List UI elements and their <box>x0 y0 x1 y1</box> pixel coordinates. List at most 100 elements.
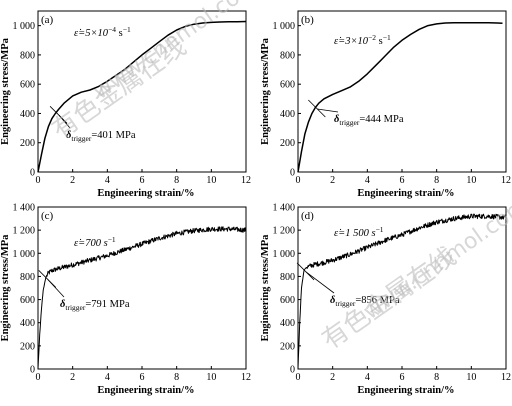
x-tick-label: 4 <box>365 175 370 186</box>
y-tick-label: 800 <box>20 272 35 283</box>
trigger-leader-line <box>317 108 339 113</box>
y-tick-label: 1 000 <box>13 249 36 260</box>
strain-rate-label: ε̇=700 s−1 <box>74 235 116 249</box>
x-tick-label: 8 <box>434 372 439 383</box>
strain-rate-exponent: −2 <box>368 33 376 42</box>
y-tick-label: 400 <box>20 109 35 120</box>
strain-rate-exponent: −4 <box>108 25 116 34</box>
x-tick-label: 4 <box>365 372 370 383</box>
trigger-symbol: δ <box>60 299 66 310</box>
panel-label: (b) <box>301 14 314 26</box>
y-tick-label: 1 400 <box>273 203 296 214</box>
y-axis-label: Engineering stress/MPa <box>260 37 271 145</box>
strain-rate-label: ε̇=1 500 s−1 <box>334 225 384 239</box>
y-tick-label: 1 400 <box>13 203 36 214</box>
strain-rate-base: ε̇=1 500 s <box>334 228 376 239</box>
strain-rate-unit-exponent: −1 <box>383 33 391 42</box>
stress-strain-curve <box>297 21 503 173</box>
x-tick-label: 8 <box>174 175 179 186</box>
x-tick-label: 10 <box>206 175 216 186</box>
strain-rate-unit-exponent: −1 <box>123 25 131 34</box>
y-tick-label: 400 <box>20 318 35 329</box>
y-tick-label: 800 <box>280 50 295 61</box>
x-tick-label: 2 <box>70 372 75 383</box>
y-tick-label: 1 000 <box>273 21 296 32</box>
x-tick-label: 10 <box>466 372 476 383</box>
y-tick-label: 0 <box>290 365 295 376</box>
stress-strain-curve <box>37 20 247 173</box>
panel-label: (c) <box>41 210 54 222</box>
y-tick-label: 600 <box>20 295 35 306</box>
trigger-value: =791 MPa <box>85 299 129 310</box>
y-tick-label: 0 <box>30 168 35 179</box>
x-tick-label: 8 <box>434 175 439 186</box>
y-tick-label: 1 000 <box>13 21 36 32</box>
y-tick-label: 800 <box>20 50 35 61</box>
trigger-value: =444 MPa <box>359 114 403 125</box>
y-axis-label: Engineering stress/MPa <box>0 37 11 145</box>
trigger-value: =856 MPa <box>355 295 399 306</box>
x-axis-label: Engineering strain/% <box>357 385 454 396</box>
x-tick-label: 0 <box>36 372 41 383</box>
x-tick-label: 6 <box>140 372 145 383</box>
y-tick-label: 400 <box>280 318 295 329</box>
y-tick-label: 200 <box>20 341 35 352</box>
chart-panel-c: 0 2 4 6 8 10 12 0 200 400 600 800 1 000 1 200 1 400 Eng… <box>0 203 251 397</box>
trigger-subscript: trigger <box>335 299 355 308</box>
plot-frame <box>37 10 247 173</box>
trigger-marker <box>296 262 315 281</box>
y-tick-label: 1 200 <box>273 226 296 237</box>
strain-rate-exponent: −1 <box>376 225 384 234</box>
x-tick-label: 6 <box>400 372 405 383</box>
y-tick-label: 1 200 <box>13 226 36 237</box>
stress-strain-curve <box>297 213 507 370</box>
strain-rate-base: ε̇=5×10 <box>74 28 109 39</box>
trigger-leader-line <box>305 271 335 294</box>
y-tick-label: 200 <box>280 341 295 352</box>
trigger-annotation: δtrigger=444 MPa <box>334 114 404 127</box>
y-tick-label: 1 000 <box>273 249 296 260</box>
y-axis-label: Engineering stress/MPa <box>260 234 271 342</box>
trigger-symbol: δ <box>334 114 340 125</box>
x-axis-label: Engineering strain/% <box>357 188 454 199</box>
trigger-annotation: δtrigger=856 MPa <box>330 295 400 308</box>
x-tick-label: 12 <box>241 175 251 186</box>
trigger-marker <box>49 106 68 124</box>
x-tick-label: 4 <box>105 372 110 383</box>
y-tick-label: 0 <box>290 168 295 179</box>
y-tick-label: 600 <box>20 80 35 91</box>
x-tick-label: 6 <box>400 175 405 186</box>
trigger-leader-line <box>58 115 71 129</box>
y-axis-label: Engineering stress/MPa <box>0 234 11 342</box>
x-tick-label: 2 <box>70 175 75 186</box>
plot-frame <box>297 10 507 173</box>
x-tick-label: 4 <box>105 175 110 186</box>
x-tick-label: 8 <box>174 372 179 383</box>
strain-rate-label: ε̇=3×10−2 s−1 <box>334 33 391 47</box>
stress-strain-curve <box>37 226 247 370</box>
trigger-value: =401 MPa <box>91 130 135 141</box>
strain-rate-base: ε̇=3×10 <box>334 36 369 47</box>
y-tick-label: 0 <box>30 365 35 376</box>
panel-label: (a) <box>41 14 54 26</box>
strain-rate-base: ε̇=700 s <box>74 238 108 249</box>
x-axis-label: Engineering strain/% <box>97 188 194 199</box>
trigger-symbol: δ <box>66 130 72 141</box>
y-tick-label: 600 <box>280 80 295 91</box>
x-tick-label: 6 <box>140 175 145 186</box>
trigger-annotation: δtrigger=401 MPa <box>66 130 136 143</box>
strain-rate-exponent: −1 <box>108 235 116 244</box>
x-tick-label: 10 <box>206 372 216 383</box>
x-tick-label: 12 <box>501 175 511 186</box>
x-tick-label: 0 <box>296 175 301 186</box>
y-tick-label: 800 <box>280 272 295 283</box>
trigger-annotation: δtrigger=791 MPa <box>60 299 130 312</box>
strain-rate-unit: s <box>376 36 383 47</box>
strain-rate-unit: s <box>116 28 123 39</box>
y-tick-label: 600 <box>280 295 295 306</box>
watermark-url: www.cnnmol.com <box>359 193 512 325</box>
y-tick-label: 200 <box>20 138 35 149</box>
